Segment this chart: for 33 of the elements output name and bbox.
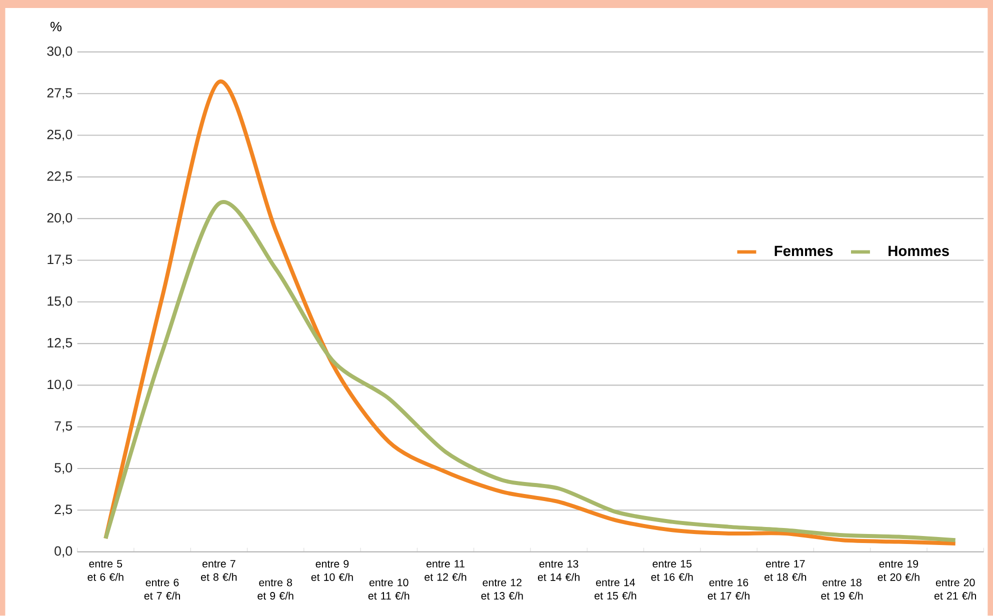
legend-label: Hommes bbox=[888, 246, 949, 256]
y-tick-label: 0,0 bbox=[54, 546, 72, 558]
y-tick-label: 15,0 bbox=[48, 296, 72, 308]
y-tick-label: 25,0 bbox=[47, 130, 72, 141]
y-tick-label: 30,0 bbox=[47, 46, 72, 58]
x-tick-label: entre 16 et 17 €/h bbox=[708, 578, 750, 600]
y-tick-label: 10,0 bbox=[48, 380, 72, 391]
x-tick-label: entre 5 et 6 €/h bbox=[88, 560, 124, 581]
x-tick-label: entre 19 et 20 €/h bbox=[878, 560, 920, 582]
y-tick-label: 27,5 bbox=[47, 88, 72, 100]
x-tick-label: entre 6 et 7 €/h bbox=[144, 578, 180, 600]
x-tick-label: entre 15 et 16 €/h bbox=[651, 560, 693, 581]
y-axis-title: % bbox=[50, 22, 62, 32]
y-tick-label: 22,5 bbox=[47, 172, 72, 183]
y-tick-label: 20,0 bbox=[47, 213, 72, 224]
x-tick-label: entre 7 et 8 €/h bbox=[201, 560, 237, 581]
y-tick-label: 5,0 bbox=[54, 463, 72, 474]
x-tick-label: entre 11 et 12 €/h bbox=[424, 560, 466, 581]
y-tick-label: 12,5 bbox=[48, 338, 72, 350]
x-tick-label: entre 9 et 10 €/h bbox=[311, 560, 353, 582]
x-tick-label: entre 13 et 14 €/h bbox=[538, 560, 580, 582]
y-tick-label: 17,5 bbox=[48, 254, 72, 266]
x-tick-label: entre 20 et 21 €/h bbox=[934, 578, 976, 600]
y-tick-label: 7,5 bbox=[54, 422, 72, 432]
x-tick-label: entre 10 et 11 €/h bbox=[368, 578, 410, 600]
x-tick-label: entre 12 et 13 €/h bbox=[481, 578, 523, 600]
x-tick-label: entre 8 et 9 €/h bbox=[258, 578, 294, 600]
line-series bbox=[104, 80, 958, 546]
x-tick-label: entre 14 et 15 €/h bbox=[594, 578, 636, 600]
x-tick-label: entre 17 et 18 €/h bbox=[764, 560, 806, 581]
x-tick-label: entre 18 et 19 €/h bbox=[821, 578, 863, 600]
y-tick-label: 2,5 bbox=[54, 504, 72, 516]
legend-label: Femmes bbox=[774, 246, 833, 256]
